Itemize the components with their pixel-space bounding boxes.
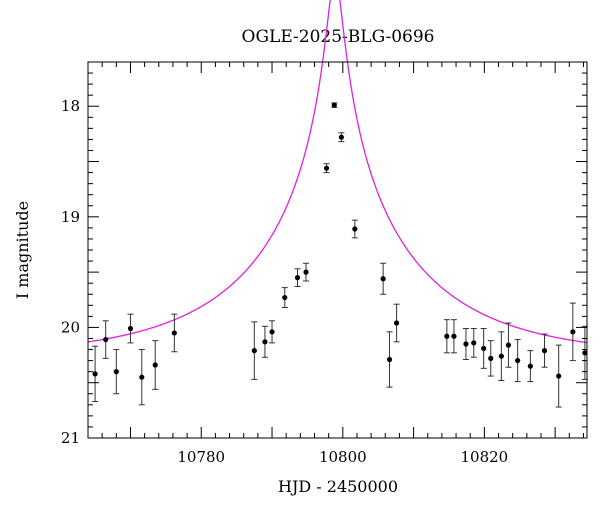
point-marker <box>505 342 512 348</box>
point-marker <box>338 134 344 140</box>
data-point <box>569 302 576 362</box>
data-point <box>331 102 338 108</box>
data-point <box>171 313 178 353</box>
data-point <box>443 319 450 354</box>
data-point <box>487 340 494 377</box>
point-marker <box>323 165 330 171</box>
data-point <box>294 268 301 287</box>
point-marker <box>294 275 301 281</box>
point-marker <box>394 320 400 326</box>
y-axis-label: I magnitude <box>13 201 32 299</box>
point-marker <box>103 336 109 343</box>
point-marker <box>471 340 477 346</box>
y-tick-label: 21 <box>61 429 80 447</box>
point-marker <box>451 333 457 339</box>
point-marker <box>386 356 393 363</box>
point-marker <box>444 333 450 339</box>
data-point <box>450 319 457 354</box>
data-point <box>380 262 387 295</box>
data-point <box>127 313 134 344</box>
axes <box>87 61 587 439</box>
point-marker <box>541 348 548 354</box>
data-point <box>323 163 330 174</box>
data-point <box>261 325 268 358</box>
point-marker <box>139 374 145 380</box>
point-marker <box>251 348 257 354</box>
data-point <box>555 344 562 408</box>
x-tick-label: 10820 <box>461 448 509 466</box>
data-point <box>269 320 276 344</box>
data-point <box>351 219 358 239</box>
point-marker <box>171 330 177 336</box>
x-axis-label: HJD - 2450000 <box>278 477 398 496</box>
point-marker <box>498 353 504 359</box>
y-tick-label: 18 <box>61 97 80 115</box>
data-point <box>152 340 159 390</box>
x-tick-label: 10800 <box>319 448 367 466</box>
data-point <box>393 303 400 343</box>
y-tick-label: 20 <box>61 318 80 336</box>
model-curve <box>87 0 588 344</box>
point-marker <box>262 339 268 345</box>
model-curve-layer <box>87 0 588 344</box>
point-marker <box>303 269 309 275</box>
data-point <box>581 325 588 380</box>
data-point <box>92 345 99 403</box>
data-point <box>505 322 512 368</box>
data-point <box>251 321 258 380</box>
data-point <box>281 287 288 309</box>
data-point <box>498 331 505 381</box>
data-point <box>386 331 393 388</box>
point-marker <box>380 276 386 282</box>
point-marker <box>352 226 358 232</box>
point-marker <box>113 369 119 375</box>
data-point <box>541 333 548 368</box>
data-point <box>527 350 534 383</box>
point-marker <box>92 371 98 377</box>
point-marker <box>481 345 487 352</box>
data-point <box>138 349 145 406</box>
point-marker <box>463 341 469 347</box>
tick-labels: 10780 10800 10820 18 19 20 21 <box>61 97 508 466</box>
point-marker <box>527 363 533 369</box>
data-point <box>470 328 477 358</box>
point-marker <box>556 373 562 379</box>
data-point <box>113 349 120 395</box>
y-tick-label: 19 <box>61 208 80 226</box>
plot-frame <box>87 61 588 439</box>
data-point <box>102 320 109 359</box>
x-tick-label: 10780 <box>177 448 225 466</box>
data-point <box>480 328 487 369</box>
point-marker <box>515 357 521 364</box>
data-point <box>303 262 310 282</box>
point-marker <box>127 325 134 332</box>
data-point <box>514 339 521 383</box>
point-marker <box>282 294 288 301</box>
point-marker <box>582 350 588 356</box>
data-point <box>462 328 469 360</box>
data-points-layer <box>92 102 588 408</box>
data-point <box>338 132 345 143</box>
point-marker <box>269 329 275 335</box>
chart-title: OGLE-2025-BLG-0696 <box>242 27 435 47</box>
point-marker <box>570 329 576 335</box>
point-marker <box>488 355 494 361</box>
point-marker <box>152 362 158 368</box>
point-marker <box>331 102 337 108</box>
